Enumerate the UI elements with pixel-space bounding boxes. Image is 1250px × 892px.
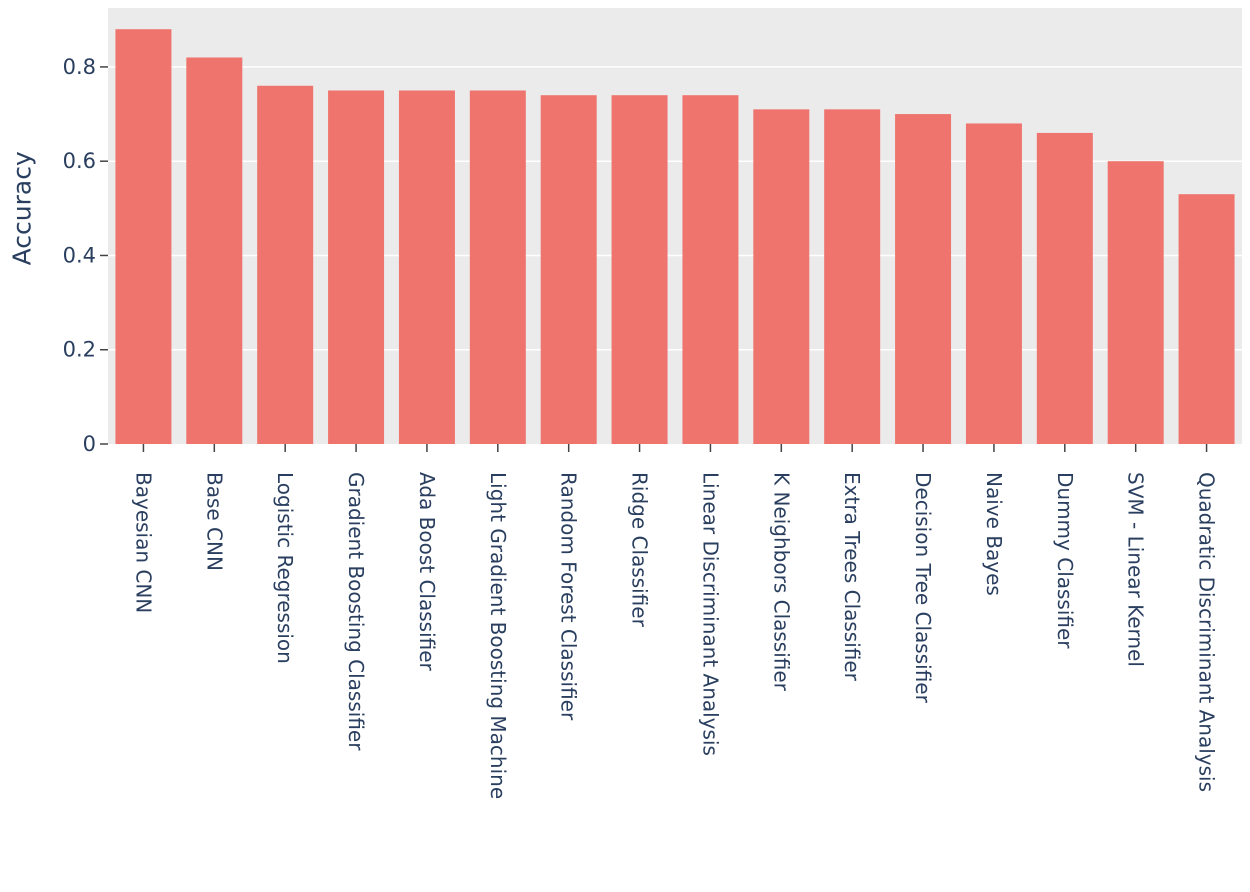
bar[interactable] <box>540 95 597 444</box>
x-category-label: Extra Trees Classifier <box>840 472 864 682</box>
x-category-label: Bayesian CNN <box>131 472 155 613</box>
bar[interactable] <box>682 95 739 444</box>
y-axis: 0 0.2 0.4 0.6 0.8 <box>63 55 108 456</box>
x-category-label: Random Forest Classifier <box>557 472 581 721</box>
y-tick-label: 0 <box>83 432 96 456</box>
bar[interactable] <box>1178 194 1235 444</box>
bar[interactable] <box>895 114 952 445</box>
bar[interactable] <box>257 85 314 444</box>
bar[interactable] <box>328 90 385 445</box>
bar[interactable] <box>824 109 881 444</box>
x-category-label: Dummy Classifier <box>1053 472 1077 649</box>
bar[interactable] <box>1036 132 1093 444</box>
x-category-label: Logistic Regression <box>273 472 297 664</box>
bars <box>115 29 1235 445</box>
bar[interactable] <box>1107 161 1164 444</box>
bar[interactable] <box>753 109 810 444</box>
x-category-label: SVM - Linear Kernel <box>1124 472 1148 667</box>
y-axis-title: Accuracy <box>8 151 37 265</box>
bar[interactable] <box>965 123 1022 444</box>
x-axis: Bayesian CNN Base CNN Logistic Regression G… <box>131 444 1219 799</box>
x-category-label: Gradient Boosting Classifier <box>344 472 368 751</box>
x-category-label: Ridge Classifier <box>628 472 652 628</box>
x-category-label: K Neighbors Classifier <box>769 472 793 692</box>
bar[interactable] <box>611 95 668 444</box>
x-category-label: Naive Bayes <box>982 472 1006 596</box>
bar[interactable] <box>398 90 455 445</box>
x-category-label: Linear Discriminant Analysis <box>698 472 722 756</box>
bar[interactable] <box>469 90 526 445</box>
bar[interactable] <box>115 29 172 444</box>
x-category-label: Decision Tree Classifier <box>911 472 935 704</box>
x-category-label: Ada Boost Classifier <box>415 472 439 672</box>
x-category-label: Light Gradient Boosting Machine <box>486 472 510 799</box>
x-category-label: Quadratic Discriminant Analysis <box>1195 472 1219 792</box>
y-tick-label: 0.2 <box>63 338 96 362</box>
x-category-label: Base CNN <box>202 472 226 571</box>
bar[interactable] <box>186 57 243 445</box>
y-tick-label: 0.8 <box>63 55 96 79</box>
y-tick-label: 0.4 <box>63 243 96 267</box>
y-tick-label: 0.6 <box>63 149 96 173</box>
